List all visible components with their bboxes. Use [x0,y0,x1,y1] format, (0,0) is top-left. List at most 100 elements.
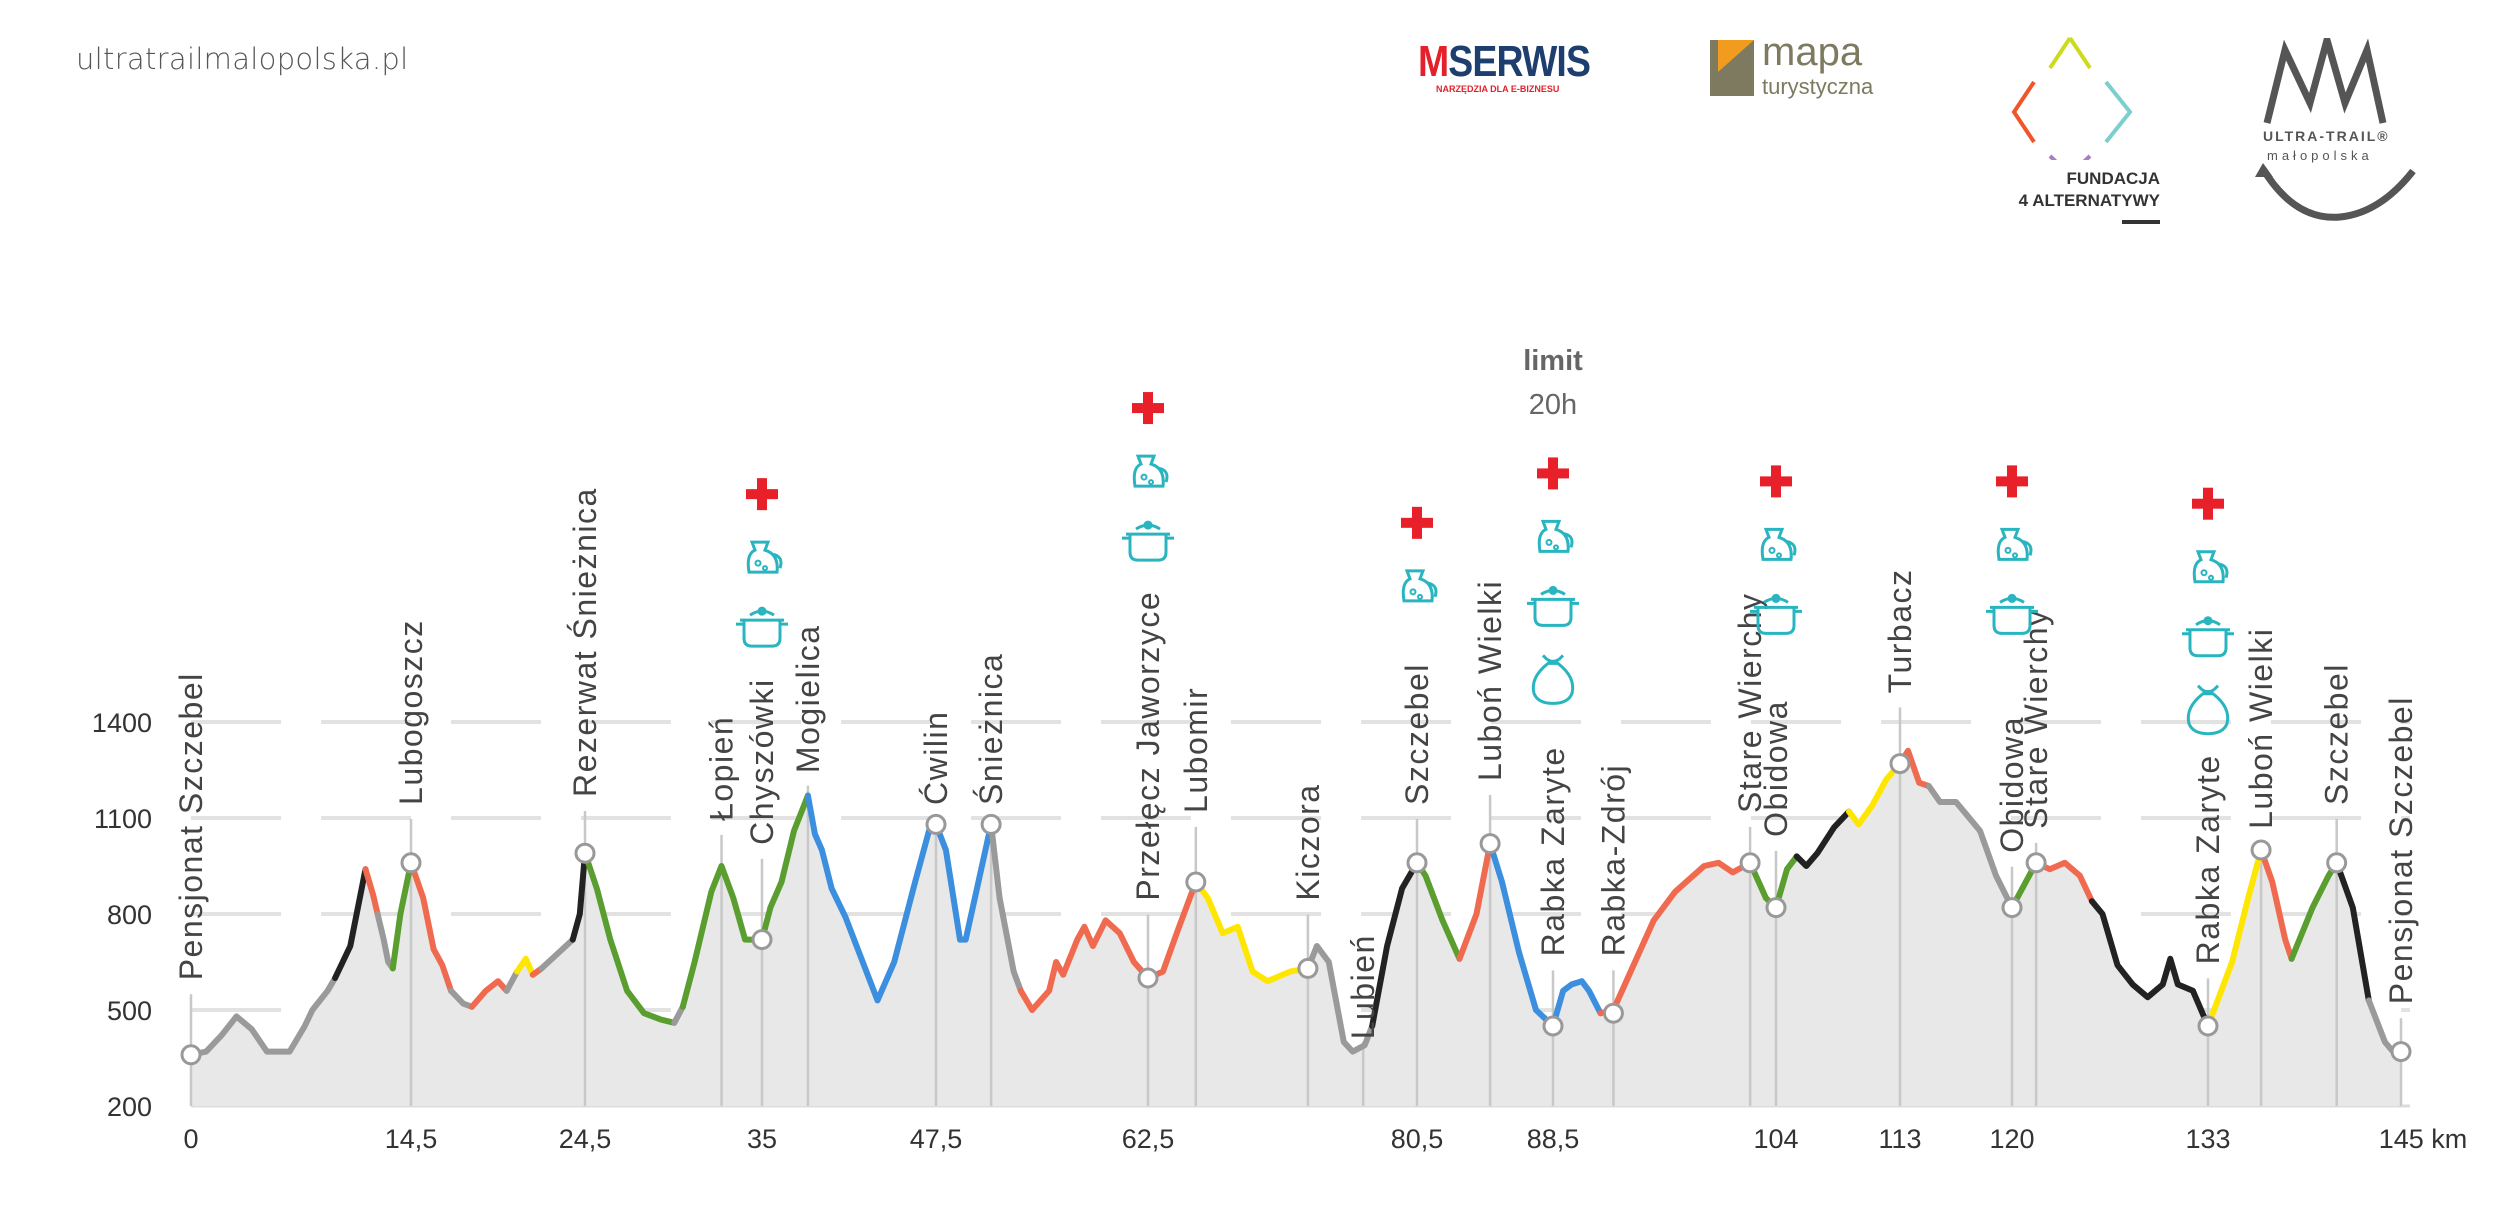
stop-label: Rabka-Zdrój [1595,764,1631,957]
aid-station-icons [736,392,2234,736]
pot-knob [757,606,767,616]
stop-marker [2326,852,2348,874]
ultra-trail-line2: małopolska [2267,148,2373,163]
bubble [1148,479,1154,486]
stop-marker [1542,1015,1564,1037]
stop-marker [1765,897,1787,919]
profile-segment-gray [448,987,475,1010]
stop-marker [2250,839,2272,861]
profile-segment-yellow [514,955,536,978]
bubble [762,565,768,572]
food-icon [2182,616,2234,658]
x-tick-label: 133 [2185,1124,2230,1154]
mapa-logo-line1: mapa [1762,30,1863,74]
aid-station [1401,506,1438,603]
x-tick-label: 47,5 [910,1124,963,1154]
mserwis-logo-m: M [1418,37,1449,86]
aid-station [1527,457,1579,705]
profile-segment-yellow [1192,879,1311,985]
profile-segment-red [468,978,510,1010]
drop-bag-icon [1531,654,1575,705]
bubble [2004,546,2012,554]
bubble [2208,574,2214,581]
stop-label: Obidowa [1994,716,2030,853]
stop-marker [2025,852,2047,874]
cross-bar [1143,392,1153,425]
profile-segment-black [1369,859,1420,1029]
mapa-turystyczna-logo: mapa turystyczna [1710,30,1900,100]
profile-segment-green [679,792,811,1010]
stop-marker [1602,1002,1624,1024]
mserwis-logo-text: SERWIS [1448,37,1591,86]
stop-label: Turbacz [1882,568,1918,693]
stop-label: Obidowa [1758,700,1794,837]
drink-icon [1132,454,1169,488]
profile-segment-red [362,866,381,917]
stop-marker [2001,897,2023,919]
stop-marker [1297,957,1319,979]
medical-icon [2192,487,2224,520]
y-tick-label: 1400 [92,708,152,738]
stop-markers [180,753,2412,1066]
profile-segment-black [569,850,588,943]
bubble [1409,588,1417,596]
x-tick-label: 80,5 [1391,1124,1444,1154]
profile-segment-yellow [2205,847,2265,1029]
stop-marker [1406,852,1428,874]
x-tick-label: 24,5 [559,1124,612,1154]
profile-segment-green [582,850,678,1026]
drink-icon [2192,550,2229,584]
jug-shape [1996,527,2033,561]
drink-icon [1537,519,1574,553]
mserwis-tagline: NARZĘDZIA DLA E-BIZNESU [1436,84,1560,94]
food-icon [1986,593,2038,635]
pot-shape [736,609,788,648]
stop-marker [980,813,1002,835]
bubble [1545,538,1553,546]
pot-shape [1122,523,1174,562]
bag-shape [1531,654,1575,705]
food-icon [736,606,788,648]
cross-bar [2007,465,2017,498]
profile-segment-red [1597,859,1754,1017]
jug-shape [1760,527,1797,561]
stop-label: Rabka Zaryte [1535,746,1571,956]
aid-station [1122,392,1174,562]
stop-label: Szczebel [1399,663,1435,805]
pot-shape [1750,596,1802,635]
y-tick-label: 800 [107,900,152,930]
y-tick-label: 500 [107,996,152,1026]
stop-marker [1889,753,1911,775]
profile-segment-red [1017,879,1199,1013]
fundacja-underline [2122,220,2160,224]
profile-segment-yellow [1846,760,1903,828]
profile-line [188,747,2404,1058]
jug-shape [2192,550,2229,584]
aid-station [1986,465,2038,635]
stop-marker [400,852,422,874]
stop-label: Rezerwat Śnieżnica [567,487,603,797]
profile-segment-red [1456,840,1494,962]
stop-marker [751,929,773,951]
stop-label: Luboń Wielki [1472,580,1508,781]
aid-station [1750,465,1802,635]
stop-label: Pensjonat Szczebel [173,672,209,980]
x-tick-label: 62,5 [1122,1124,1175,1154]
stop-label: Przełęcz Jaworzyce [1130,591,1166,901]
stop-marker [1479,833,1501,855]
x-tick-label: 88,5 [1527,1124,1580,1154]
stop-marker [1137,967,1159,989]
bubble [1140,473,1148,481]
fundacja-line1: FUNDACJA [2066,169,2161,188]
stop-label: Lubogoszcz [393,619,429,805]
profile-segment-red [2258,847,2295,962]
stop-label: Rabka Zaryte [2190,754,2226,964]
aid-station [2182,487,2234,736]
pot-knob [1548,585,1558,595]
ultra-trail-malopolska-logo: ULTRA-TRAIL® małopolska [2255,26,2435,223]
profile-segment-black [2333,859,2372,1004]
site-url[interactable]: ultratrailmalopolska.pl [76,42,409,76]
profile-fill [191,750,2401,1106]
stop-labels: Pensjonat Szczebel Lubogoszcz Rezerwat Śni… [173,487,2419,1039]
